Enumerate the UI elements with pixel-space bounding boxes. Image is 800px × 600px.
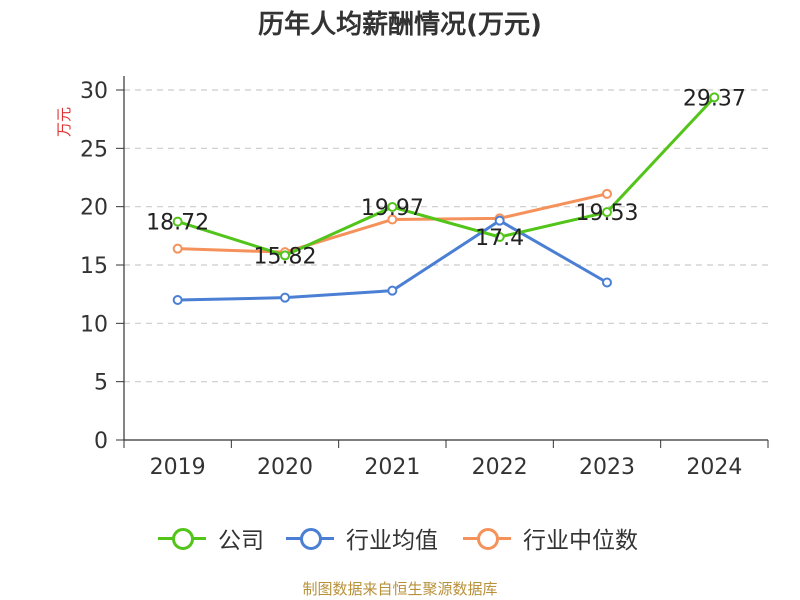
x-tick-label: 2022 — [472, 455, 528, 480]
data-point — [494, 232, 505, 242]
legend-marker-icon — [300, 528, 322, 550]
y-tick-label: 30 — [80, 79, 108, 104]
data-point — [709, 92, 720, 103]
legend-label: 行业中位数 — [523, 528, 638, 554]
data-label: 17.4 — [475, 226, 524, 251]
data-point — [172, 295, 183, 305]
y-tick-label: 20 — [80, 196, 108, 221]
data-point — [602, 277, 612, 288]
data-point — [280, 292, 290, 303]
legend: 公司 行业均值 行业中位数 — [0, 520, 800, 554]
y-tick-label: 10 — [80, 312, 108, 337]
data-point — [494, 215, 505, 226]
data-label: 29.37 — [683, 86, 746, 111]
x-tick-label: 2021 — [364, 455, 420, 480]
y-tick-label: 0 — [94, 429, 108, 454]
x-tick-label: 2019 — [150, 455, 206, 480]
data-point — [172, 216, 183, 227]
legend-label: 公司 — [218, 528, 264, 554]
chart-title: 历年人均薪酬情况(万元) — [258, 10, 542, 40]
series-line-0 — [177, 96, 716, 257]
data-point — [387, 285, 398, 296]
y-tick-label: 25 — [80, 137, 108, 162]
legend-label: 行业均值 — [346, 528, 438, 554]
data-point — [602, 207, 612, 218]
data-point — [387, 202, 398, 213]
data-point — [602, 188, 612, 199]
x-tick-label: 2020 — [257, 455, 313, 480]
legend-marker-icon — [172, 528, 194, 550]
data-label: 19.97 — [361, 196, 424, 221]
data-label: 15.82 — [254, 244, 317, 269]
data-point — [172, 243, 183, 254]
source-note: 制图数据来自恒生聚源数据库 — [302, 580, 498, 598]
x-tick-label: 2023 — [579, 455, 635, 480]
data-label: 18.72 — [146, 211, 209, 236]
y-axis-label: 万元 — [55, 107, 73, 137]
data-label: 19.53 — [576, 201, 639, 226]
data-point — [280, 250, 290, 261]
y-tick-label: 15 — [80, 254, 108, 279]
legend-marker-icon — [477, 528, 499, 550]
x-tick-label: 2024 — [686, 455, 742, 480]
data-point — [387, 214, 398, 225]
y-tick-label: 5 — [94, 371, 108, 396]
